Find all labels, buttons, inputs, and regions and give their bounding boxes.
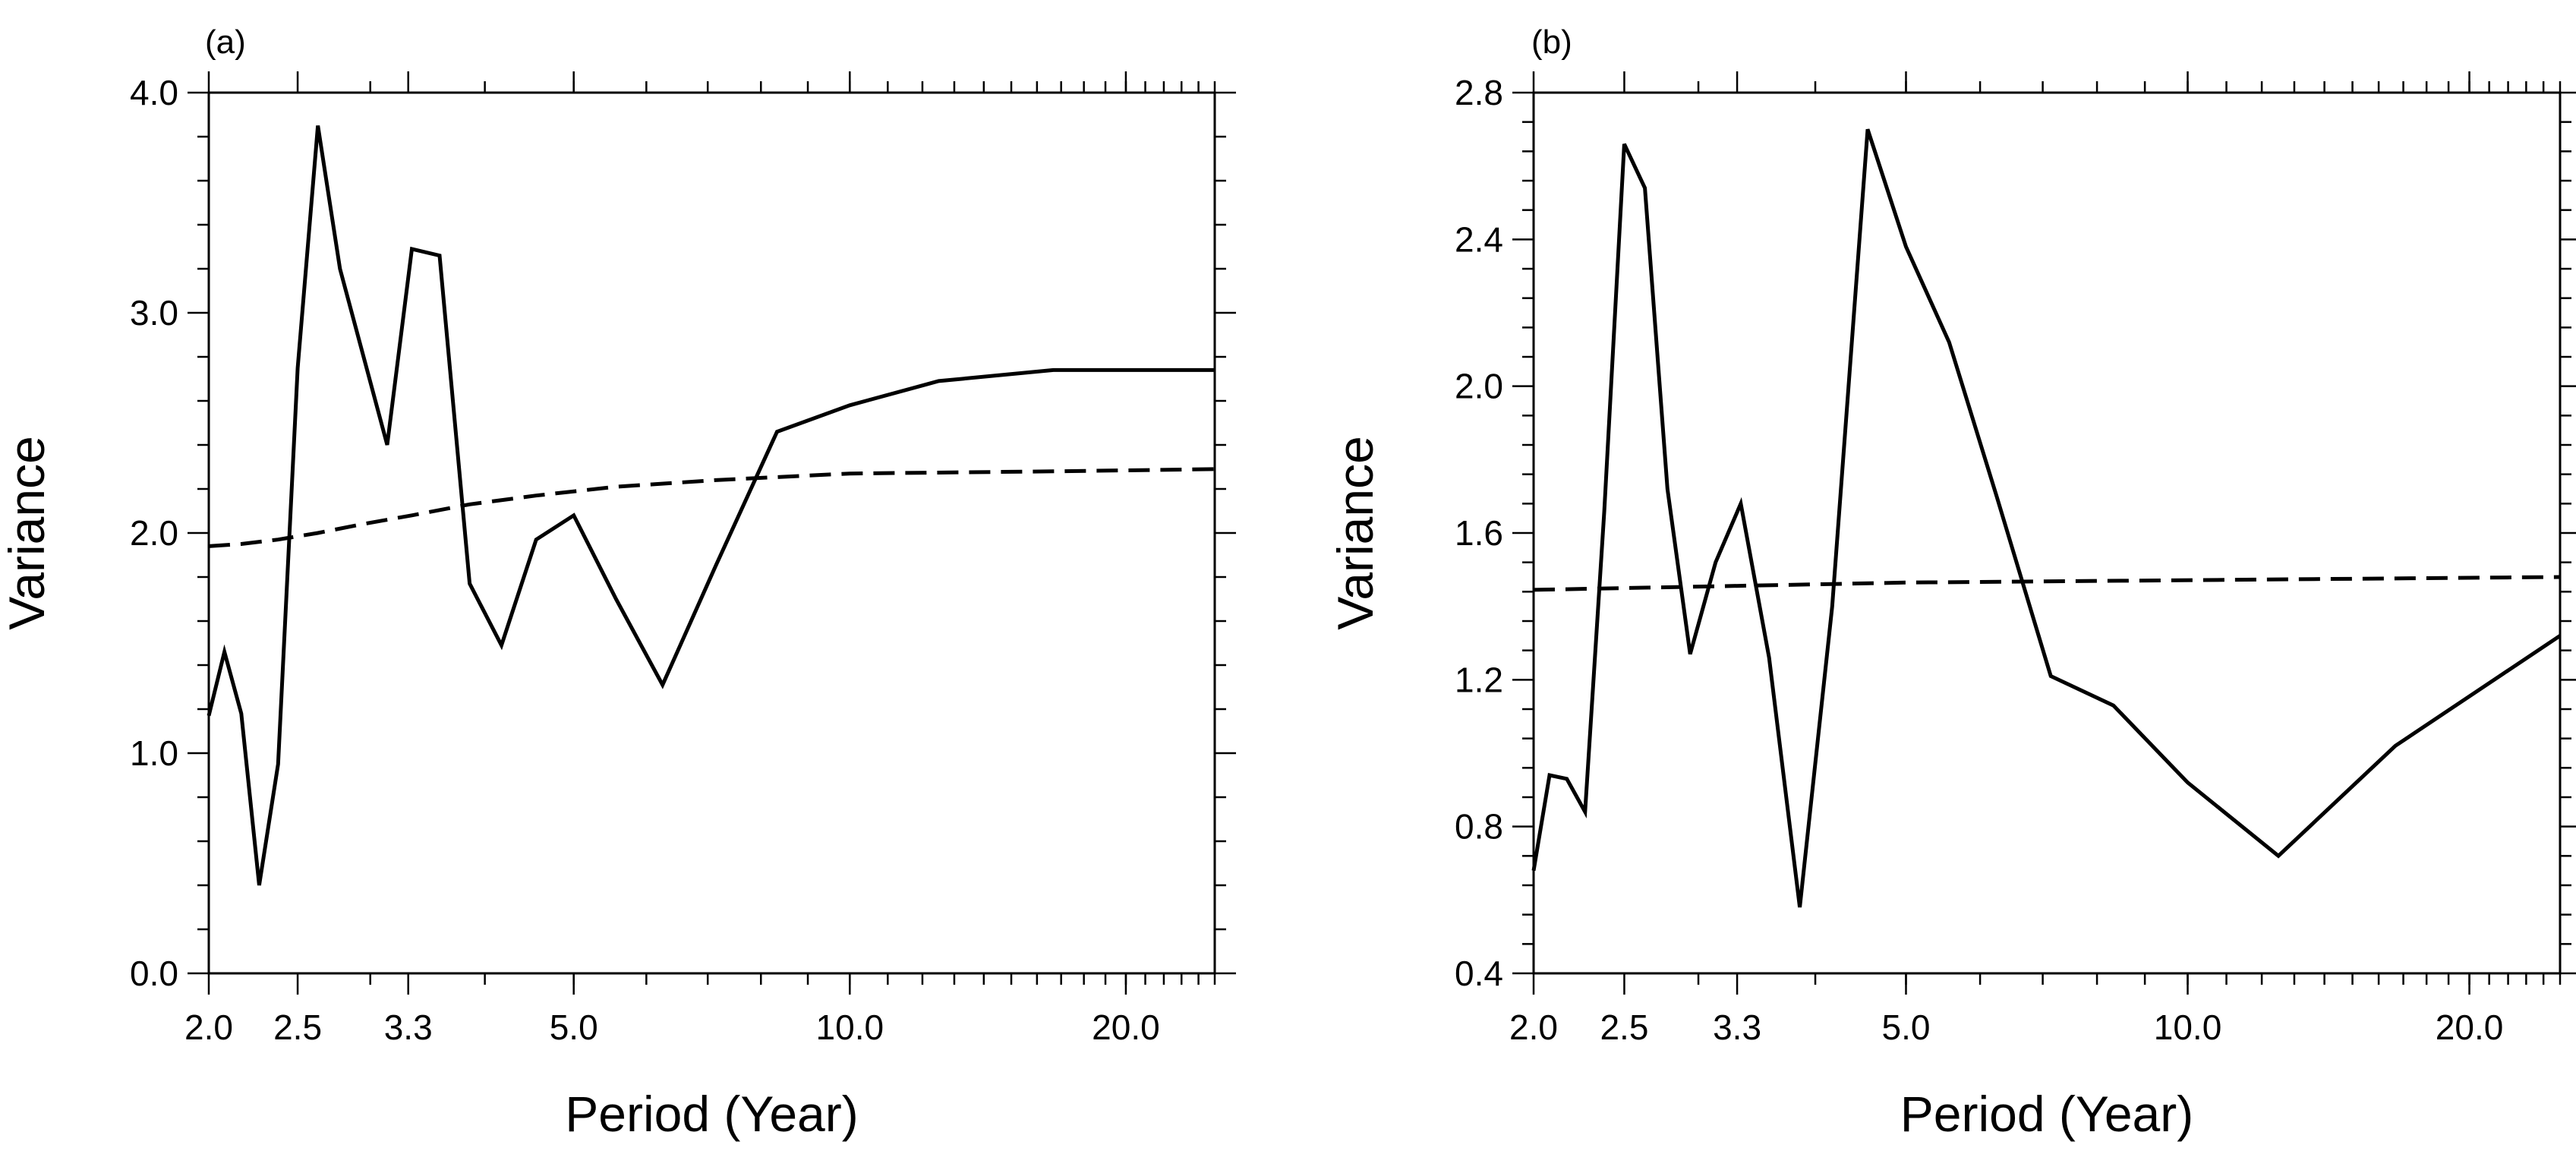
y-tick-label: 0.8	[1455, 807, 1503, 847]
y-tick-label: 2.4	[1455, 219, 1503, 259]
significance-dashed-line	[1533, 575, 2561, 592]
y-tick-label: 1.6	[1455, 513, 1503, 553]
x-tick-label: 5.0	[1882, 1008, 1931, 1047]
variance-spectrum-line	[1531, 128, 2562, 908]
x-tick-label: 2.0	[184, 1008, 233, 1047]
y-axis-title: Variance	[0, 436, 55, 630]
variance-spectrum-line	[207, 125, 1215, 886]
x-axis-title: Period (Year)	[1900, 1086, 2193, 1142]
panel-b: 0.4 0.8 1.2 1.6 2.0 2.4 2.8 2.0 2.5 3.3 5.0 10.0 20.…	[1327, 24, 2576, 1142]
plot-frame	[1532, 91, 2562, 975]
y-tick-label: 0.4	[1455, 954, 1503, 993]
x-tick-label: 2.0	[1509, 1008, 1558, 1047]
panel-a: 0.0 1.0 2.0 3.0 4.0 2.0 2.5 3.3 5.0 10.0 20.0 Perio…	[0, 24, 1236, 1142]
y-axis-title: Variance	[1327, 436, 1383, 630]
significance-dashed-line	[208, 467, 1215, 548]
x-tick-label: 10.0	[816, 1008, 884, 1047]
y-tick-label: 1.0	[130, 733, 178, 773]
x-tick-label: 10.0	[2154, 1008, 2222, 1047]
panel-label: (b)	[1531, 24, 1572, 61]
y-tick-label: 1.2	[1455, 660, 1503, 699]
y-tick-label: 4.0	[130, 73, 178, 112]
y-tick-label: 0.0	[130, 954, 178, 993]
y-tick-label: 2.8	[1455, 73, 1503, 112]
x-tick-label: 3.3	[1713, 1008, 1761, 1047]
x-tick-label: 5.0	[550, 1008, 598, 1047]
x-axis-title: Period (Year)	[565, 1086, 858, 1142]
panel-label: (a)	[205, 24, 246, 61]
x-tick-label: 20.0	[2436, 1008, 2504, 1047]
x-tick-label: 20.0	[1092, 1008, 1160, 1047]
plot-frame	[207, 91, 1216, 975]
x-tick-label: 3.3	[384, 1008, 433, 1047]
y-tick-label: 2.0	[1455, 367, 1503, 406]
y-tick-label: 2.0	[130, 513, 178, 553]
x-tick-label: 2.5	[273, 1008, 322, 1047]
x-tick-label: 2.5	[1600, 1008, 1648, 1047]
y-tick-label: 3.0	[130, 293, 178, 333]
